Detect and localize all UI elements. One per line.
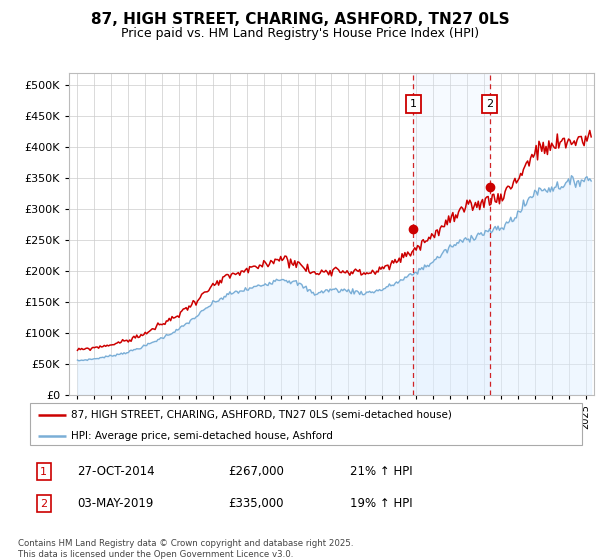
Text: 1: 1 <box>40 466 47 477</box>
Text: HPI: Average price, semi-detached house, Ashford: HPI: Average price, semi-detached house,… <box>71 431 333 441</box>
Text: 2: 2 <box>486 99 493 109</box>
Text: 21% ↑ HPI: 21% ↑ HPI <box>350 465 413 478</box>
Text: 2: 2 <box>40 499 47 509</box>
Text: £335,000: £335,000 <box>229 497 284 510</box>
Text: 03-MAY-2019: 03-MAY-2019 <box>77 497 153 510</box>
Text: 87, HIGH STREET, CHARING, ASHFORD, TN27 0LS: 87, HIGH STREET, CHARING, ASHFORD, TN27 … <box>91 12 509 27</box>
Text: 1: 1 <box>410 99 416 109</box>
FancyBboxPatch shape <box>30 403 582 445</box>
Text: 19% ↑ HPI: 19% ↑ HPI <box>350 497 413 510</box>
Text: 27-OCT-2014: 27-OCT-2014 <box>77 465 155 478</box>
Text: 87, HIGH STREET, CHARING, ASHFORD, TN27 0LS (semi-detached house): 87, HIGH STREET, CHARING, ASHFORD, TN27 … <box>71 409 452 419</box>
Text: Contains HM Land Registry data © Crown copyright and database right 2025.
This d: Contains HM Land Registry data © Crown c… <box>18 539 353 559</box>
Text: £267,000: £267,000 <box>229 465 284 478</box>
Bar <box>413 73 490 395</box>
Text: Price paid vs. HM Land Registry's House Price Index (HPI): Price paid vs. HM Land Registry's House … <box>121 27 479 40</box>
